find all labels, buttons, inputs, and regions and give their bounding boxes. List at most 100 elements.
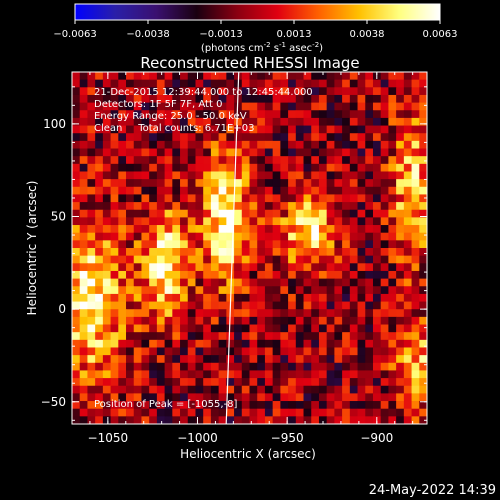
y-tick-label: −50	[41, 395, 66, 409]
heatmap-cell	[226, 186, 235, 195]
heatmap-cell	[203, 370, 212, 379]
heatmap-cell	[349, 94, 358, 104]
heatmap-cell	[272, 72, 281, 81]
heatmap-cell	[380, 362, 389, 371]
heatmap-cell	[318, 202, 328, 211]
heatmap-cell	[388, 401, 397, 410]
heatmap-cell	[295, 263, 304, 272]
heatmap-cell	[372, 301, 382, 310]
heatmap-cell	[380, 408, 389, 417]
heatmap-cell	[149, 339, 158, 348]
heatmap-cell	[195, 125, 204, 134]
heatmap-cell	[156, 278, 166, 287]
heatmap-cell	[218, 87, 227, 96]
heatmap-cell	[180, 408, 189, 417]
heatmap-cell	[264, 255, 274, 264]
colorbar-tick-label: 0.0038	[350, 29, 385, 40]
heatmap-cell	[318, 301, 328, 310]
heatmap-cell	[126, 416, 135, 424]
heatmap-cell	[195, 270, 204, 280]
heatmap-cell	[72, 163, 81, 172]
heatmap-cell	[226, 79, 235, 88]
heatmap-cell	[419, 217, 427, 226]
heatmap-cell	[388, 362, 397, 371]
heatmap-cell	[218, 408, 227, 417]
heatmap-cell	[372, 255, 382, 264]
heatmap-cell	[342, 225, 351, 234]
heatmap-cell	[318, 270, 328, 280]
heatmap-cell	[303, 378, 312, 387]
heatmap-cell	[187, 278, 196, 287]
heatmap-cell	[164, 316, 173, 325]
heatmap-cell	[203, 263, 212, 272]
heatmap-cell	[365, 248, 374, 257]
heatmap-cell	[72, 347, 81, 356]
heatmap-cell	[203, 102, 212, 111]
heatmap-cell	[349, 133, 358, 142]
heatmap-cell	[164, 94, 173, 104]
heatmap-cell	[79, 217, 88, 226]
heatmap-cell	[226, 209, 235, 218]
heatmap-cell	[110, 286, 119, 295]
heatmap-cell	[295, 225, 304, 234]
heatmap-cell	[133, 72, 142, 81]
heatmap-cell	[172, 156, 181, 165]
heatmap-cell	[203, 133, 212, 142]
heatmap-cell	[210, 72, 220, 81]
heatmap-cell	[288, 140, 297, 149]
heatmap-cell	[102, 110, 111, 119]
heatmap-cell	[141, 316, 150, 325]
heatmap-cell	[311, 186, 320, 195]
heatmap-cell	[102, 72, 111, 81]
heatmap-cell	[288, 217, 297, 226]
heatmap-cell	[241, 133, 250, 142]
heatmap-cell	[110, 125, 119, 134]
heatmap-cell	[203, 179, 212, 188]
heatmap-cell	[411, 263, 420, 272]
heatmap-cell	[326, 286, 335, 295]
heatmap-cell	[110, 110, 119, 119]
heatmap-cell	[118, 248, 127, 257]
heatmap-cell	[357, 72, 366, 81]
heatmap-cell	[257, 416, 266, 424]
heatmap-cell	[149, 362, 158, 371]
heatmap-cell	[388, 385, 397, 394]
heatmap-cell	[288, 401, 297, 410]
heatmap-cell	[380, 102, 389, 111]
heatmap-cell	[141, 408, 150, 417]
heatmap-cell	[372, 94, 382, 104]
heatmap-cell	[203, 209, 212, 218]
heatmap-cell	[210, 378, 220, 387]
heatmap-cell	[172, 309, 181, 318]
heatmap-cell	[365, 385, 374, 394]
heatmap-cell	[257, 87, 266, 96]
heatmap-cell	[280, 316, 289, 325]
heatmap-cell	[326, 79, 335, 88]
heatmap-cell	[388, 202, 397, 211]
heatmap-cell	[388, 355, 397, 364]
heatmap-cell	[180, 416, 189, 424]
heatmap-cell	[210, 225, 220, 234]
heatmap-cell	[118, 293, 127, 302]
heatmap-cell	[396, 355, 405, 364]
heatmap-cell	[210, 125, 220, 134]
heatmap-cell	[295, 316, 304, 325]
heatmap-cell	[180, 355, 189, 364]
heatmap-cell	[234, 202, 243, 211]
heatmap-cell	[403, 110, 412, 119]
heatmap-cell	[349, 209, 358, 218]
heatmap-cell	[72, 148, 81, 157]
heatmap-cell	[187, 72, 196, 81]
heatmap-cell	[388, 156, 397, 165]
heatmap-cell	[280, 408, 289, 417]
heatmap-cell	[149, 416, 158, 424]
heatmap-cell	[419, 232, 427, 241]
heatmap-cell	[311, 324, 320, 333]
heatmap-cell	[141, 301, 150, 310]
heatmap-cell	[318, 332, 328, 341]
heatmap-cell	[234, 408, 243, 417]
heatmap-cell	[419, 347, 427, 356]
heatmap-cell	[380, 355, 389, 364]
heatmap-cell	[349, 263, 358, 272]
heatmap-cell	[272, 232, 281, 241]
